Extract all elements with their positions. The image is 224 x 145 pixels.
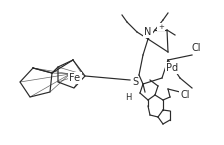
Text: Pd: Pd xyxy=(166,63,178,73)
Text: +: + xyxy=(158,24,164,30)
Text: Cl: Cl xyxy=(191,43,201,53)
Text: S: S xyxy=(132,77,138,87)
Text: H: H xyxy=(125,93,131,102)
Text: Fe: Fe xyxy=(69,73,81,83)
Text: N: N xyxy=(144,27,152,37)
Text: Cl: Cl xyxy=(180,90,190,100)
